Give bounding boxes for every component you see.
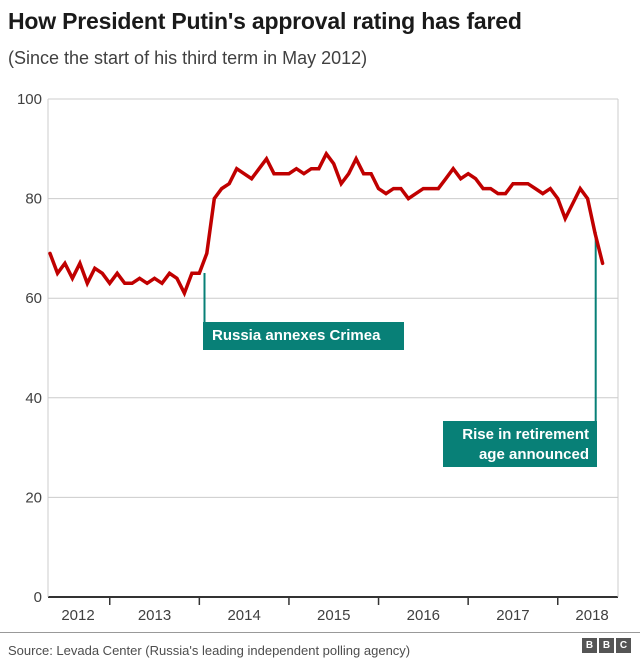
bbc-logo-block-3: C (616, 638, 631, 653)
y-axis-label: 40 (25, 390, 42, 407)
bbc-logo-block-2: B (599, 638, 614, 653)
page-title: How President Putin's approval rating ha… (8, 8, 522, 34)
source-text: Source: Levada Center (Russia's leading … (8, 643, 411, 658)
annotation-label-retirement-line1: Rise in retirement (462, 426, 589, 443)
x-axis-label: 2013 (138, 607, 171, 624)
bbc-logo-block-1: B (582, 638, 597, 653)
approval-line (48, 150, 605, 298)
approval-rating-chart: 0 20 40 60 80 100 2012 2013 2014 2015 2016 2017 2018 (17, 91, 619, 624)
x-axis-label: 2018 (575, 607, 608, 624)
x-axis-label: 2014 (227, 607, 260, 624)
bbc-logo: B B C (582, 638, 631, 653)
y-axis-label: 20 (25, 489, 42, 506)
source-divider (0, 632, 640, 661)
page-subtitle: (Since the start of his third term in Ma… (8, 48, 368, 68)
x-axis-label: 2012 (61, 607, 94, 624)
annotation-label-crimea: Russia annexes Crimea (212, 327, 381, 344)
x-axis-label: 2017 (496, 607, 529, 624)
annotation-box-crimea: Russia annexes Crimea (203, 322, 404, 350)
y-axis-label: 100 (17, 91, 42, 108)
annotation-box-retirement: Rise in retirement age announced (443, 421, 597, 467)
x-axis-label: 2016 (407, 607, 440, 624)
x-axis-label: 2015 (317, 607, 350, 624)
annotation-label-retirement-line2: age announced (478, 445, 589, 463)
y-axis-label: 0 (34, 589, 42, 606)
y-axis-label: 80 (25, 191, 42, 208)
y-axis-label: 60 (25, 290, 42, 307)
